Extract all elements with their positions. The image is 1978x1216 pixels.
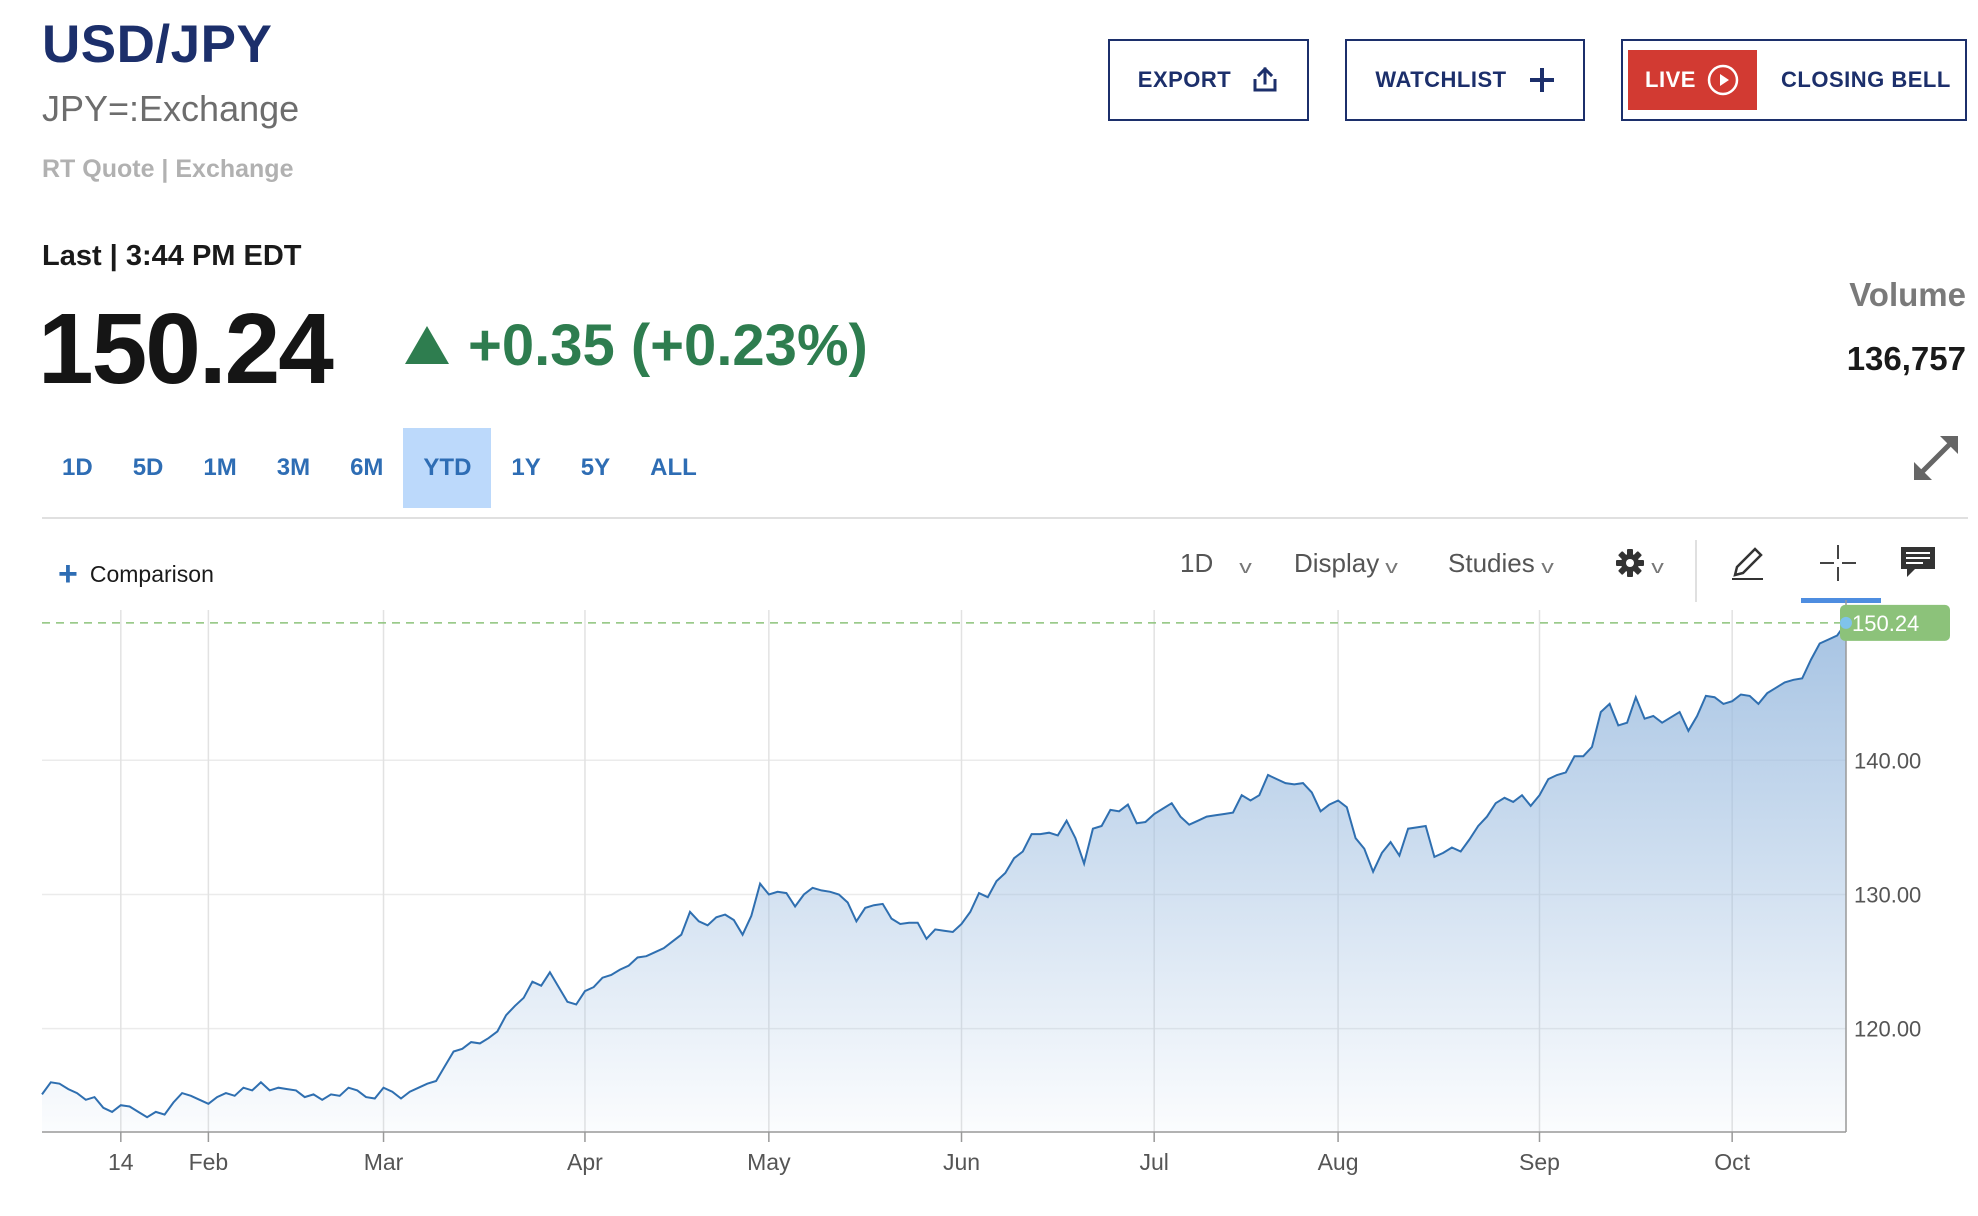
comparison-label: Comparison — [89, 560, 214, 587]
comparison-button[interactable]: + Comparison — [58, 557, 214, 591]
interval-dropdown[interactable]: 1D v — [1180, 548, 1253, 579]
x-tick-label: Jun — [943, 1149, 980, 1175]
settings-dropdown[interactable]: v — [1615, 548, 1664, 578]
current-price-tag: 150.24 — [1840, 604, 1950, 641]
x-tick-label: May — [747, 1149, 791, 1175]
interval-label: 1D — [1180, 548, 1214, 578]
share-upload-icon — [1253, 66, 1277, 92]
price-area-fill — [42, 622, 1846, 1132]
closing-bell-label: CLOSING BELL — [1781, 67, 1951, 92]
price-change: +0.35 (+0.23%) — [468, 313, 868, 378]
chevron-down-icon: v — [1540, 557, 1554, 577]
display-label: Display — [1294, 548, 1380, 578]
x-tick-label: Aug — [1318, 1149, 1359, 1175]
tabs-divider — [42, 517, 1968, 519]
x-tick-label: Apr — [567, 1149, 603, 1175]
up-arrow-icon — [405, 326, 449, 364]
last-trade-time: Last | 3:44 PM EDT — [42, 240, 302, 272]
range-tab-6m[interactable]: 6M — [350, 454, 384, 481]
volume-value: 136,757 — [1846, 340, 1966, 377]
x-tick-label: Oct — [1714, 1149, 1750, 1175]
play-circle-icon — [1707, 64, 1739, 96]
range-tab-5d[interactable]: 5D — [132, 454, 164, 481]
exchange-code: JPY=:Exchange — [42, 88, 300, 129]
export-button[interactable]: EXPORT — [1108, 39, 1309, 121]
current-price-tag-label: 150.24 — [1852, 611, 1919, 636]
y-tick-label: 130.00 — [1854, 882, 1921, 907]
plus-icon: + — [58, 555, 78, 593]
active-tool-indicator — [1801, 598, 1881, 603]
range-tab-5y[interactable]: 5Y — [580, 454, 611, 481]
range-tabs: 1D 5D 1M 3M 6M YTD 1Y 5Y ALL — [42, 428, 717, 510]
expand-arrows-icon[interactable] — [1908, 430, 1964, 486]
last-price: 150.24 — [38, 293, 334, 405]
range-tab-3m[interactable]: 3M — [276, 454, 311, 481]
toolbar-divider — [1695, 540, 1697, 602]
comment-icon[interactable] — [1899, 545, 1937, 581]
range-tab-ytd[interactable]: YTD — [403, 428, 492, 508]
live-label: LIVE — [1645, 67, 1696, 92]
pencil-icon[interactable] — [1727, 543, 1767, 583]
current-price-tag-background — [1840, 604, 1950, 641]
price-line — [41, 622, 1847, 1119]
studies-dropdown[interactable]: Studies v — [1448, 548, 1554, 579]
x-tick-label: 14 — [108, 1149, 134, 1175]
x-tick-label: Jul — [1139, 1149, 1168, 1175]
symbol-title: USD/JPY — [42, 15, 273, 74]
range-tab-1m[interactable]: 1M — [203, 454, 237, 481]
x-tick-label: Feb — [189, 1149, 229, 1175]
watchlist-label: WATCHLIST — [1375, 67, 1507, 92]
range-tab-1d[interactable]: 1D — [62, 454, 93, 481]
range-tab-1y[interactable]: 1Y — [511, 454, 541, 481]
quote-type: RT Quote | Exchange — [42, 155, 294, 183]
plus-icon — [1529, 68, 1554, 92]
volume-label: Volume — [1849, 276, 1966, 313]
gear-icon — [1616, 549, 1644, 577]
export-label: EXPORT — [1137, 67, 1232, 92]
live-closing-bell-button[interactable]: LIVE CLOSING BELL — [1621, 39, 1967, 121]
crosshair-icon[interactable] — [1818, 543, 1858, 583]
x-tick-label: Sep — [1519, 1149, 1560, 1175]
x-tick-label: Mar — [364, 1149, 404, 1175]
studies-label: Studies — [1448, 548, 1535, 578]
watchlist-button[interactable]: WATCHLIST — [1345, 39, 1585, 121]
y-axis: 140.00 130.00 120.00 — [1854, 748, 1921, 1041]
display-dropdown[interactable]: Display v — [1294, 548, 1399, 579]
chevron-down-icon: v — [1651, 556, 1664, 577]
chevron-down-icon: v — [1385, 557, 1399, 577]
y-tick-label: 120.00 — [1854, 1017, 1921, 1042]
chevron-down-icon: v — [1239, 557, 1253, 577]
live-badge: LIVE — [1628, 50, 1757, 110]
y-tick-label: 140.00 — [1854, 748, 1921, 773]
x-axis: 14 Feb Mar Apr May Jun Jul Aug Sep Oct — [108, 1132, 1751, 1175]
price-chart[interactable]: 140.00 130.00 120.00 14 Feb Mar Apr May Jun Jul A… — [0, 600, 1978, 1180]
range-tab-all[interactable]: ALL — [650, 454, 697, 481]
last-point-marker — [1840, 616, 1852, 629]
